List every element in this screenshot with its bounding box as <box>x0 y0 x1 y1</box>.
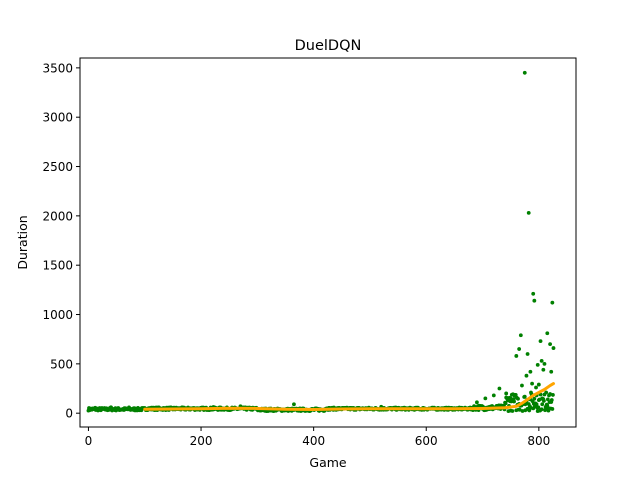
data-point <box>504 391 509 396</box>
data-point <box>524 373 529 378</box>
y-tick-label: 3500 <box>42 61 73 75</box>
data-point <box>503 401 508 406</box>
data-point <box>542 361 547 366</box>
x-tick-label: 800 <box>527 434 550 448</box>
rolling-mean-line <box>143 382 555 411</box>
x-tick-label: 200 <box>190 434 213 448</box>
data-point <box>491 393 496 398</box>
data-point <box>517 347 522 351</box>
data-point <box>531 291 536 296</box>
data-point <box>525 352 530 356</box>
y-tick-label: 1500 <box>42 259 73 273</box>
data-point <box>475 400 479 405</box>
data-point <box>551 393 555 397</box>
x-axis-label: Game <box>309 455 347 470</box>
data-point <box>528 369 533 374</box>
data-point <box>542 399 546 403</box>
data-point <box>541 367 546 372</box>
data-point <box>535 362 540 367</box>
x-tick-label: 0 <box>85 434 93 448</box>
data-point <box>526 211 531 215</box>
data-point <box>497 386 502 391</box>
data-point <box>544 390 549 395</box>
data-point <box>93 405 98 410</box>
data-point <box>551 346 556 350</box>
data-point <box>513 393 518 397</box>
data-point <box>522 394 527 399</box>
data-point <box>530 381 534 386</box>
data-point <box>545 331 550 336</box>
y-axis: 0 500 1000 1500 2000 2500 3000 3500 <box>42 61 80 421</box>
y-tick-label: 2500 <box>42 160 73 174</box>
data-point <box>532 396 537 401</box>
x-axis: 0 200 400 600 800 <box>85 427 550 448</box>
data-point <box>483 396 488 401</box>
data-point <box>550 300 555 305</box>
x-tick-label: 600 <box>415 434 438 448</box>
data-point <box>549 398 554 402</box>
data-point <box>548 342 552 347</box>
data-point <box>520 383 524 388</box>
data-point <box>534 402 539 407</box>
data-point <box>545 397 550 402</box>
axes-frame <box>79 57 577 428</box>
data-point <box>536 382 541 387</box>
x-tick-label: 400 <box>302 434 325 448</box>
data-point <box>539 407 544 412</box>
data-point <box>529 390 533 395</box>
data-point <box>516 396 520 401</box>
data-point <box>532 298 537 303</box>
data-point <box>292 402 296 407</box>
data-point <box>109 405 113 410</box>
data-point <box>538 339 543 344</box>
y-axis-label: Duration <box>15 215 30 269</box>
data-point <box>514 354 519 358</box>
y-tick-label: 3000 <box>42 111 73 125</box>
data-point <box>510 409 515 413</box>
data-point <box>127 405 131 410</box>
data-point <box>508 396 513 401</box>
data-point <box>522 70 527 75</box>
chart-title: DuelDQN <box>295 38 362 54</box>
y-tick-label: 0 <box>65 407 73 421</box>
data-point <box>534 385 538 390</box>
y-tick-label: 2000 <box>42 209 73 223</box>
data-point <box>511 399 516 404</box>
data-point <box>549 369 554 374</box>
data-point <box>536 405 541 410</box>
plot-area <box>86 70 556 414</box>
data-point <box>547 393 551 398</box>
data-point <box>539 359 544 363</box>
y-tick-label: 1000 <box>42 308 73 322</box>
y-tick-label: 500 <box>50 357 73 371</box>
data-point <box>518 333 523 338</box>
data-point <box>540 402 545 407</box>
data-point <box>550 407 555 411</box>
